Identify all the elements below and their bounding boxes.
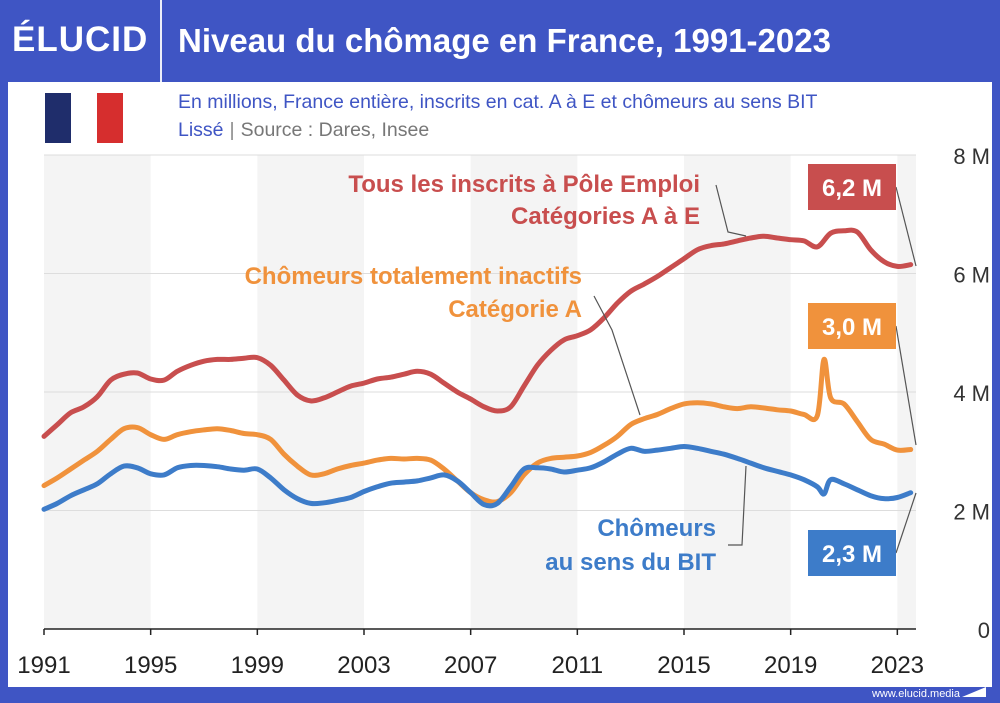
y-tick-label: 8 M <box>953 144 990 169</box>
chart-source-line: Lissé | Source : Dares, Insee <box>178 119 429 142</box>
y-tick-label: 2 M <box>953 500 990 525</box>
x-tick-label: 2019 <box>764 652 817 679</box>
footer-url[interactable]: www.elucid.media <box>871 688 960 700</box>
all_registered-series-line <box>41 227 914 439</box>
all_registered-value-label: 6,2 M <box>822 175 882 202</box>
source-label: Source : Dares, Insee <box>240 119 430 141</box>
smoothing-label: Lissé <box>178 119 224 141</box>
x-tick-label: 1999 <box>231 652 284 679</box>
x-tick-label: 2015 <box>657 652 710 679</box>
x-tick-label: 1991 <box>17 652 70 679</box>
category_a-value-box <box>808 303 896 349</box>
flag-blue-stripe <box>45 93 71 143</box>
bit-series-label: Chômeurs <box>597 515 716 542</box>
france-flag-icon <box>45 93 123 143</box>
category_a-value-label: 3,0 M <box>822 314 882 341</box>
y-tick-label: 0 <box>978 618 990 643</box>
y-tick-label: 4 M <box>953 381 990 406</box>
bit-series-line <box>41 444 914 512</box>
bit-value-label: 2,3 M <box>822 541 882 568</box>
bit-series-label: au sens du BIT <box>545 549 716 576</box>
all_registered-label-leader <box>715 184 747 237</box>
header-bar: ÉLUCID Niveau du chômage en France, 1991… <box>0 0 1000 82</box>
flag-red-stripe <box>97 93 123 143</box>
category_a-series-label: Chômeurs totalement inactifs <box>245 263 582 290</box>
all_registered-value-leader <box>895 186 917 267</box>
x-tick-label: 2003 <box>337 652 390 679</box>
elucid-logo: ÉLUCID <box>12 20 149 59</box>
all_registered-value-box <box>808 164 896 210</box>
x-tick-label: 2007 <box>444 652 497 679</box>
flag-white-stripe <box>71 93 97 143</box>
x-tick-label: 1995 <box>124 652 177 679</box>
category_a-value-leader <box>895 325 917 446</box>
bit-value-box <box>808 530 896 576</box>
bit-value-leader <box>895 492 917 554</box>
source-separator: | <box>229 119 235 141</box>
bit-label-leader <box>728 465 747 546</box>
category_a-label-leader <box>593 295 641 416</box>
header-divider <box>160 0 162 82</box>
x-tick-label: 2011 <box>552 652 604 679</box>
chart-subtitle: En millions, France entière, inscrits en… <box>178 91 818 113</box>
x-tick-label: 2023 <box>871 652 924 679</box>
category_a-series-line <box>41 356 914 505</box>
category_a-series-label: Catégorie A <box>448 296 582 323</box>
all_registered-series-label: Catégories A à E <box>511 203 700 230</box>
y-tick-label: 6 M <box>953 263 990 288</box>
all_registered-series-label: Tous les inscrits à Pôle Emploi <box>348 171 700 198</box>
elucid-mark-icon <box>962 687 986 697</box>
chart-title: Niveau du chômage en France, 1991-2023 <box>178 22 831 59</box>
